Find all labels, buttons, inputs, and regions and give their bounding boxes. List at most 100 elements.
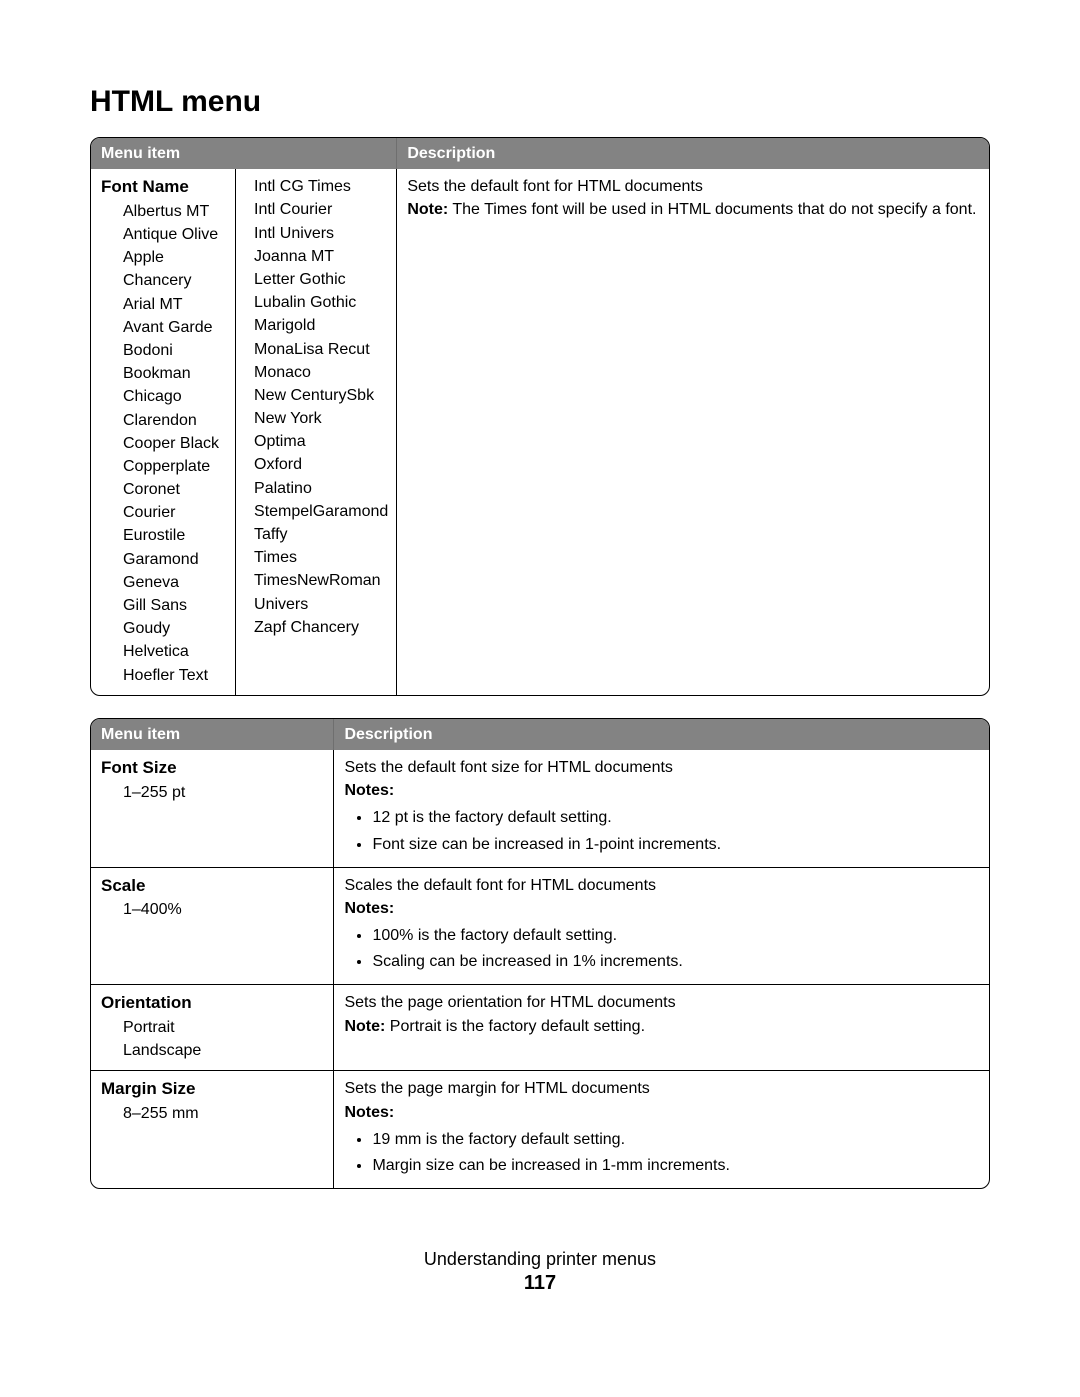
notes-list: 12 pt is the factory default setting.Fon… — [344, 806, 979, 855]
table-html-settings: Menu item Description Font Size 1–255 pt S… — [90, 718, 990, 1189]
description-cell: Sets the page orientation for HTML docum… — [333, 984, 989, 1070]
list-item: Palatino — [254, 477, 388, 500]
note-item: Margin size can be increased in 1-mm inc… — [372, 1154, 979, 1177]
table-row: Scale 1–400% Scales the default font for H… — [91, 867, 989, 985]
list-item: Apple Chancery — [123, 246, 227, 292]
font-list-col2: Intl CG TimesIntl CourierIntl UniversJoa… — [236, 169, 396, 695]
list-item: Intl Univers — [254, 222, 388, 245]
list-item: Letter Gothic — [254, 268, 388, 291]
table-row: Font Name Albertus MTAntique OliveApple … — [91, 169, 989, 695]
list-item: Chicago — [123, 385, 227, 408]
notes-list: 19 mm is the factory default setting. Mar… — [344, 1128, 979, 1177]
table-header-row: Menu item Description — [91, 719, 989, 750]
list-item: Gill Sans — [123, 594, 227, 617]
notes-list: 100% is the factory default setting. Scal… — [344, 924, 979, 973]
list-item: Antique Olive — [123, 223, 227, 246]
note-label: Note: — [344, 1018, 385, 1035]
list-item: New York — [254, 407, 388, 430]
note-item: 100% is the factory default setting. — [372, 924, 979, 947]
col-header-description: Description — [396, 138, 989, 169]
menu-item-cell: Margin Size 8–255 mm — [91, 1070, 333, 1188]
list-item: Intl Courier — [254, 198, 388, 221]
table2-body: Font Size 1–255 pt Sets the default font s… — [91, 750, 989, 1188]
note-label: Note: — [407, 201, 448, 218]
page-footer: Understanding printer menus 117 — [90, 1249, 990, 1295]
item-sub: Portrait — [101, 1016, 323, 1039]
table-row: Orientation PortraitLandscape Sets the pag… — [91, 984, 989, 1070]
menu-item-cell: Orientation PortraitLandscape — [91, 984, 333, 1070]
note-text: Portrait is the factory default setting. — [385, 1018, 645, 1035]
list-item: Zapf Chancery — [254, 616, 388, 639]
notes-label: Notes: — [344, 779, 979, 802]
list-item: Taffy — [254, 523, 388, 546]
page-title: HTML menu — [90, 85, 990, 119]
table-row: Font Size 1–255 pt Sets the default font s… — [91, 750, 989, 867]
item-sub: 8–255 mm — [101, 1102, 323, 1125]
notes-label: Notes: — [344, 1101, 979, 1124]
note-text: The Times font will be used in HTML docu… — [448, 201, 976, 218]
description-cell: Sets the default font for HTML documents… — [396, 169, 989, 695]
list-item: Hoefler Text — [123, 664, 227, 687]
desc-note: Note: The Times font will be used in HTM… — [407, 198, 979, 221]
col-header-description: Description — [333, 719, 989, 750]
list-item: Monaco — [254, 361, 388, 384]
item-sub: 1–255 pt — [101, 781, 323, 804]
list-item: Oxford — [254, 453, 388, 476]
footer-text: Understanding printer menus — [90, 1249, 990, 1270]
note-item: 19 mm is the factory default setting. — [372, 1128, 979, 1151]
table-header-row: Menu item Description — [91, 138, 989, 169]
list-item: MonaLisa Recut — [254, 338, 388, 361]
list-item: Avant Garde — [123, 316, 227, 339]
desc-text: Sets the default font for HTML documents — [407, 175, 979, 198]
desc-text: Scales the default font for HTML documen… — [344, 874, 979, 897]
list-item: Bodoni — [123, 339, 227, 362]
col-header-menu-item: Menu item — [91, 719, 333, 750]
col-header-menu-item: Menu item — [91, 138, 396, 169]
list-item: Arial MT — [123, 293, 227, 316]
list-item: TimesNewRoman — [254, 569, 388, 592]
list-item: Times — [254, 546, 388, 569]
font-list-col1: Albertus MTAntique OliveApple ChanceryAr… — [101, 200, 227, 687]
list-item: Courier — [123, 501, 227, 524]
description-cell: Sets the default font size for HTML docu… — [333, 750, 989, 867]
page-number: 117 — [90, 1272, 990, 1295]
list-item: Geneva — [123, 571, 227, 594]
list-item: Copperplate — [123, 455, 227, 478]
item-name: Scale — [101, 876, 145, 895]
page: HTML menu Menu item Description Font Nam… — [0, 0, 1080, 1397]
list-item: Univers — [254, 593, 388, 616]
description-cell: Scales the default font for HTML documen… — [333, 867, 989, 985]
list-item: Cooper Black — [123, 432, 227, 455]
item-sub: Landscape — [101, 1039, 323, 1062]
list-item: StempelGaramond — [254, 500, 388, 523]
desc-note: Note: Portrait is the factory default se… — [344, 1015, 979, 1038]
list-item: Coronet — [123, 478, 227, 501]
desc-text: Sets the page orientation for HTML docum… — [344, 991, 979, 1014]
list-item: Eurostile — [123, 524, 227, 547]
list-item: Garamond — [123, 548, 227, 571]
list-item: Helvetica — [123, 640, 227, 663]
menu-item-cell: Font Size 1–255 pt — [91, 750, 333, 867]
list-item: Intl CG Times — [254, 175, 388, 198]
list-item: Joanna MT — [254, 245, 388, 268]
table-font-name: Menu item Description Font Name Albertus… — [90, 137, 990, 696]
description-cell: Sets the page margin for HTML documentsN… — [333, 1070, 989, 1188]
item-sub: 1–400% — [101, 898, 323, 921]
desc-text: Sets the page margin for HTML documents — [344, 1077, 979, 1100]
list-item: Lubalin Gothic — [254, 291, 388, 314]
list-item: Albertus MT — [123, 200, 227, 223]
item-name: Margin Size — [101, 1079, 195, 1098]
notes-label: Notes: — [344, 897, 979, 920]
menu-item-cell: Scale 1–400% — [91, 867, 333, 985]
list-item: New CenturySbk — [254, 384, 388, 407]
item-name: Font Name — [101, 177, 189, 196]
list-item: Clarendon — [123, 409, 227, 432]
list-item: Bookman — [123, 362, 227, 385]
note-item: Scaling can be increased in 1% increment… — [372, 950, 979, 973]
note-item: Font size can be increased in 1-point in… — [372, 833, 979, 856]
table-row: Margin Size 8–255 mm Sets the page margin … — [91, 1070, 989, 1188]
item-name: Orientation — [101, 993, 192, 1012]
desc-text: Sets the default font size for HTML docu… — [344, 756, 979, 779]
item-name: Font Size — [101, 758, 177, 777]
list-item: Optima — [254, 430, 388, 453]
